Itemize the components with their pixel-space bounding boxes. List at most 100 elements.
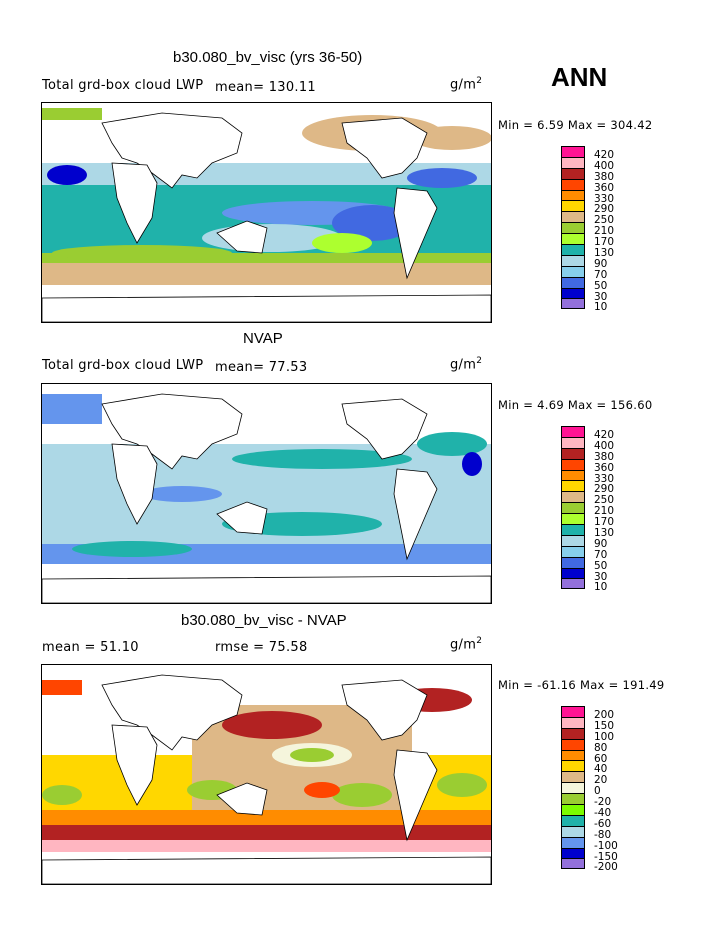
- panel3-mean: mean = 51.10: [42, 640, 139, 655]
- panel1-field-label: Total grd-box cloud LWP: [42, 78, 204, 93]
- colorbar-level-label: 150: [594, 719, 615, 732]
- colorbar-swatch: [561, 469, 585, 481]
- colorbar-swatch: [561, 436, 585, 448]
- colorbar-level-label: 250: [594, 494, 615, 507]
- colorbar-level-label: 60: [594, 752, 608, 765]
- colorbar-swatch: [561, 534, 585, 546]
- colorbar-level-label: 90: [594, 537, 608, 550]
- colorbar-swatch: [561, 426, 585, 437]
- panel2-colorbar-labels: 420 400 380 360 330 290 250 210 170 130 90 70 50 30 10: [594, 430, 614, 593]
- colorbar-level-label: -20: [594, 796, 612, 809]
- panel2-field-label: Total grd-box cloud LWP: [42, 358, 204, 373]
- colorbar-level-label: 20: [594, 774, 608, 787]
- panel2-units: g/m2: [450, 356, 483, 373]
- colorbar-level-label: 290: [594, 483, 615, 496]
- panel3-title: b30.080_bv_visc - NVAP: [181, 612, 347, 629]
- colorbar-swatch: [561, 578, 585, 590]
- colorbar-level-label: 380: [594, 450, 615, 463]
- colorbar-swatch: [561, 716, 585, 728]
- colorbar-level-label: 130: [594, 527, 615, 540]
- panel1-colorbar: [561, 146, 585, 310]
- colorbar-swatch: [561, 265, 585, 277]
- colorbar-swatch: [561, 244, 585, 255]
- colorbar-level-label: 210: [594, 225, 615, 238]
- colorbar-level-label: 30: [594, 570, 608, 583]
- panel3-colorbar: [561, 706, 585, 870]
- colorbar-swatch: [561, 178, 585, 190]
- colorbar-swatch: [561, 793, 585, 805]
- colorbar-swatch: [561, 200, 585, 212]
- colorbar-level-label: 0: [594, 785, 601, 798]
- colorbar-swatch: [561, 298, 585, 310]
- colorbar-swatch: [561, 738, 585, 750]
- colorbar-swatch: [561, 545, 585, 557]
- colorbar-level-label: -100: [594, 839, 618, 852]
- colorbar-swatch: [561, 804, 585, 815]
- panel1-colorbar-labels: 420 400 380 360 330 290 250 210 170 130 90 70 50 30 10: [594, 150, 614, 313]
- colorbar-swatch: [561, 513, 585, 525]
- colorbar-level-label: 10: [594, 301, 608, 314]
- colorbar-swatch: [561, 491, 585, 503]
- colorbar-level-label: 330: [594, 192, 615, 205]
- colorbar-level-label: 100: [594, 730, 615, 743]
- colorbar-swatch: [561, 836, 585, 848]
- colorbar-swatch: [561, 556, 585, 568]
- colorbar-swatch: [561, 749, 585, 761]
- colorbar-swatch: [561, 771, 585, 783]
- panel1-title: b30.080_bv_visc (yrs 36-50): [173, 49, 363, 66]
- colorbar-level-label: 400: [594, 439, 615, 452]
- colorbar-swatch: [561, 814, 585, 826]
- colorbar-level-label: -80: [594, 828, 612, 841]
- colorbar-level-label: 420: [594, 429, 615, 441]
- colorbar-swatch: [561, 167, 585, 179]
- panel3-minmax: Min = -61.16 Max = 191.49: [498, 678, 665, 692]
- colorbar-swatch: [561, 156, 585, 168]
- panel3-colorbar-labels: 200 150 100 80 60 40 20 0 -20 -40 -60 -80 -100 -150 -2…: [594, 710, 618, 873]
- panel2-colorbar: [561, 426, 585, 590]
- panel3-rmse: rmse = 75.58: [215, 640, 308, 655]
- colorbar-level-label: 10: [594, 581, 608, 594]
- colorbar-level-label: 70: [594, 268, 608, 281]
- colorbar-swatch: [561, 567, 585, 579]
- colorbar-level-label: 360: [594, 181, 615, 194]
- colorbar-level-label: 90: [594, 257, 608, 270]
- colorbar-swatch: [561, 782, 585, 794]
- season-label: ANN: [551, 62, 608, 92]
- panel2-map: [41, 383, 492, 604]
- colorbar-level-label: 380: [594, 170, 615, 183]
- colorbar-level-label: 210: [594, 505, 615, 518]
- panel2-title: NVAP: [243, 330, 283, 347]
- colorbar-level-label: -150: [594, 850, 618, 863]
- panel1-mean: mean= 130.11: [215, 80, 316, 95]
- colorbar-level-label: 50: [594, 279, 608, 292]
- colorbar-swatch: [561, 706, 585, 717]
- panel1-map: [41, 102, 492, 323]
- colorbar-level-label: 40: [594, 763, 608, 776]
- panel2-mean: mean= 77.53: [215, 360, 308, 375]
- colorbar-level-label: 70: [594, 548, 608, 561]
- colorbar-level-label: 80: [594, 741, 608, 754]
- colorbar-level-label: 360: [594, 461, 615, 474]
- colorbar-swatch: [561, 189, 585, 201]
- colorbar-level-label: 50: [594, 559, 608, 572]
- colorbar-swatch: [561, 276, 585, 288]
- panel3-map: [41, 664, 492, 885]
- colorbar-level-label: 290: [594, 203, 615, 216]
- colorbar-swatch: [561, 146, 585, 157]
- colorbar-level-label: 330: [594, 472, 615, 485]
- colorbar-swatch: [561, 858, 585, 870]
- colorbar-swatch: [561, 760, 585, 772]
- panel1-units: g/m2: [450, 76, 483, 93]
- colorbar-level-label: 130: [594, 247, 615, 260]
- colorbar-swatch: [561, 480, 585, 492]
- colorbar-level-label: 30: [594, 290, 608, 303]
- colorbar-level-label: 170: [594, 236, 615, 249]
- colorbar-swatch: [561, 211, 585, 223]
- panel1-minmax: Min = 6.59 Max = 304.42: [498, 118, 653, 132]
- colorbar-swatch: [561, 222, 585, 234]
- colorbar-swatch: [561, 233, 585, 245]
- colorbar-swatch: [561, 502, 585, 514]
- colorbar-level-label: 200: [594, 709, 615, 721]
- colorbar-level-label: 170: [594, 516, 615, 529]
- colorbar-swatch: [561, 458, 585, 470]
